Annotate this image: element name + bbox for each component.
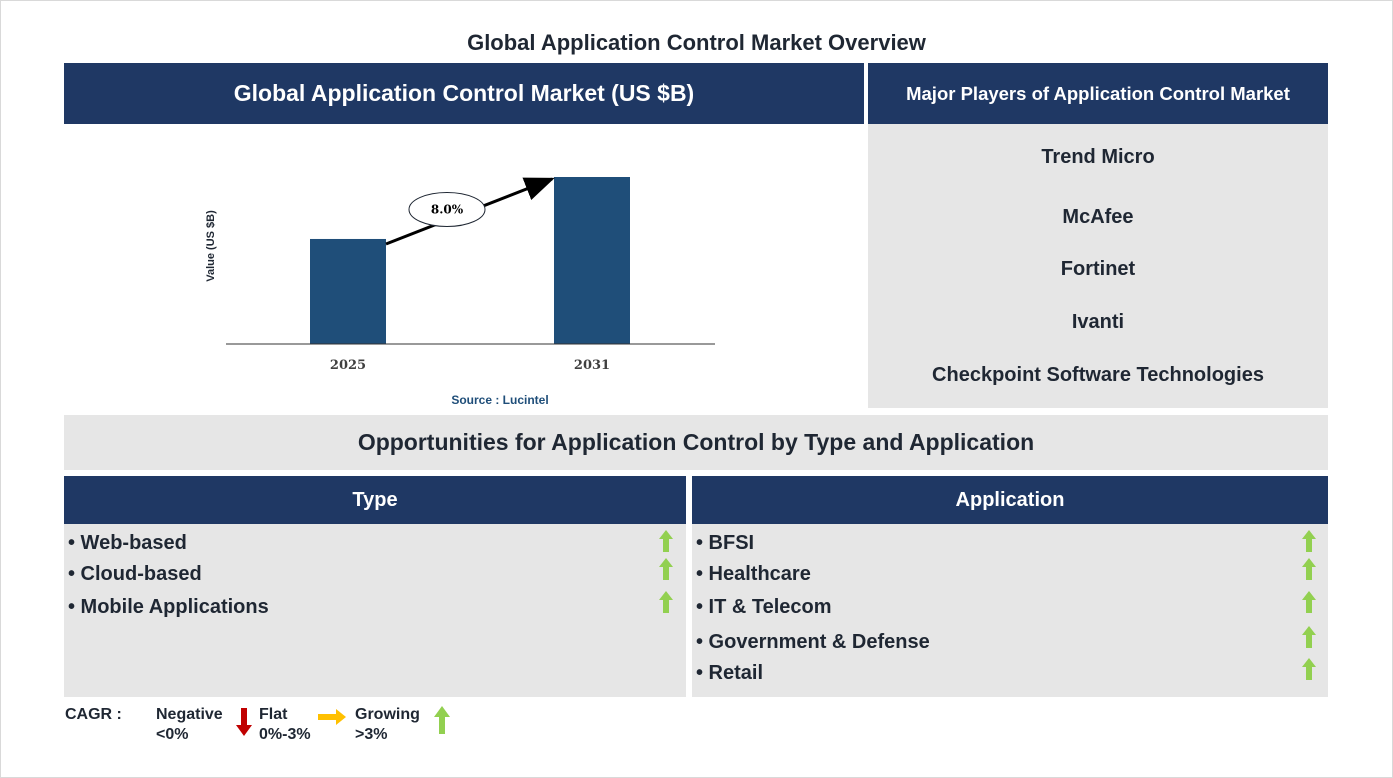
bar-2025 <box>310 238 386 344</box>
cagr-label: 8.0% <box>431 202 464 216</box>
legend-negative: Negative <0% <box>156 705 223 745</box>
cagr-bubble <box>408 191 486 227</box>
player-trend-micro: Trend Micro <box>1041 146 1155 168</box>
player-checkpoint: Checkpoint Software Technologies <box>932 364 1264 386</box>
legend-flat-range: 0%-3% <box>259 726 311 743</box>
market-chart: 2025 2031 Value (US $B) 8.0% Source : Luc… <box>64 124 864 414</box>
market-chart-svg: 2025 2031 Value (US $B) 8.0% Source : Luc… <box>205 177 715 407</box>
legend-negative-range: <0% <box>156 726 189 743</box>
type-panel: • Web-based • Cloud-based • Mobile Appli… <box>64 524 686 697</box>
player-mcafee: McAfee <box>1062 206 1134 228</box>
legend-cagr-label: CAGR : <box>65 706 122 723</box>
player-ivanti: Ivanti <box>1071 311 1125 333</box>
green-up-arrow-icon <box>1302 530 1316 552</box>
green-up-arrow-icon <box>659 591 673 613</box>
legend-growing: Growing >3% <box>355 705 420 745</box>
bar-2031 <box>554 177 630 344</box>
type-item-cloud-based: • Cloud-based <box>68 563 202 585</box>
chart-source: Source : Lucintel <box>451 393 548 407</box>
green-up-arrow-icon <box>659 558 673 580</box>
application-header: Application <box>692 476 1328 524</box>
x-tick-label-2025: 2025 <box>330 358 366 373</box>
type-item-mobile-applications: • Mobile Applications <box>68 596 269 618</box>
application-item-healthcare: • Healthcare <box>696 563 811 585</box>
legend-growing-label: Growing <box>355 706 420 723</box>
players-panel-header: Major Players of Application Control Mar… <box>868 63 1328 124</box>
application-item-it-telecom: • IT & Telecom <box>696 596 832 618</box>
legend-flat: Flat 0%-3% <box>259 705 311 745</box>
green-up-arrow-icon <box>1302 558 1316 580</box>
legend-negative-label: Negative <box>156 706 223 723</box>
red-down-arrow-icon <box>236 708 252 736</box>
green-up-arrow-icon <box>434 706 450 734</box>
application-item-bfsi: • BFSI <box>696 532 755 554</box>
type-header: Type <box>64 476 686 524</box>
green-up-arrow-icon <box>659 530 673 552</box>
player-fortinet: Fortinet <box>1060 258 1136 280</box>
page-title: Global Application Control Market Overvi… <box>467 30 926 55</box>
y-axis-label: Value (US $B) <box>205 210 217 282</box>
green-up-arrow-icon <box>1302 658 1316 680</box>
opportunities-title: Opportunities for Application Control by… <box>64 415 1328 470</box>
yellow-right-arrow-icon <box>318 709 346 725</box>
application-item-retail: • Retail <box>696 662 764 684</box>
application-panel: • BFSI • Healthcare • IT & Telecom • Gov… <box>692 524 1328 697</box>
x-tick-label-2031: 2031 <box>574 358 610 373</box>
market-panel-header: Global Application Control Market (US $B… <box>64 63 864 124</box>
legend-flat-label: Flat <box>259 706 288 723</box>
green-up-arrow-icon <box>1302 591 1316 613</box>
type-item-web-based: • Web-based <box>68 532 187 554</box>
legend-growing-range: >3% <box>355 726 388 743</box>
green-up-arrow-icon <box>1302 626 1316 648</box>
application-item-government-defense: • Government & Defense <box>696 631 930 653</box>
players-panel: Trend Micro McAfee Fortinet Ivanti Check… <box>868 124 1328 408</box>
